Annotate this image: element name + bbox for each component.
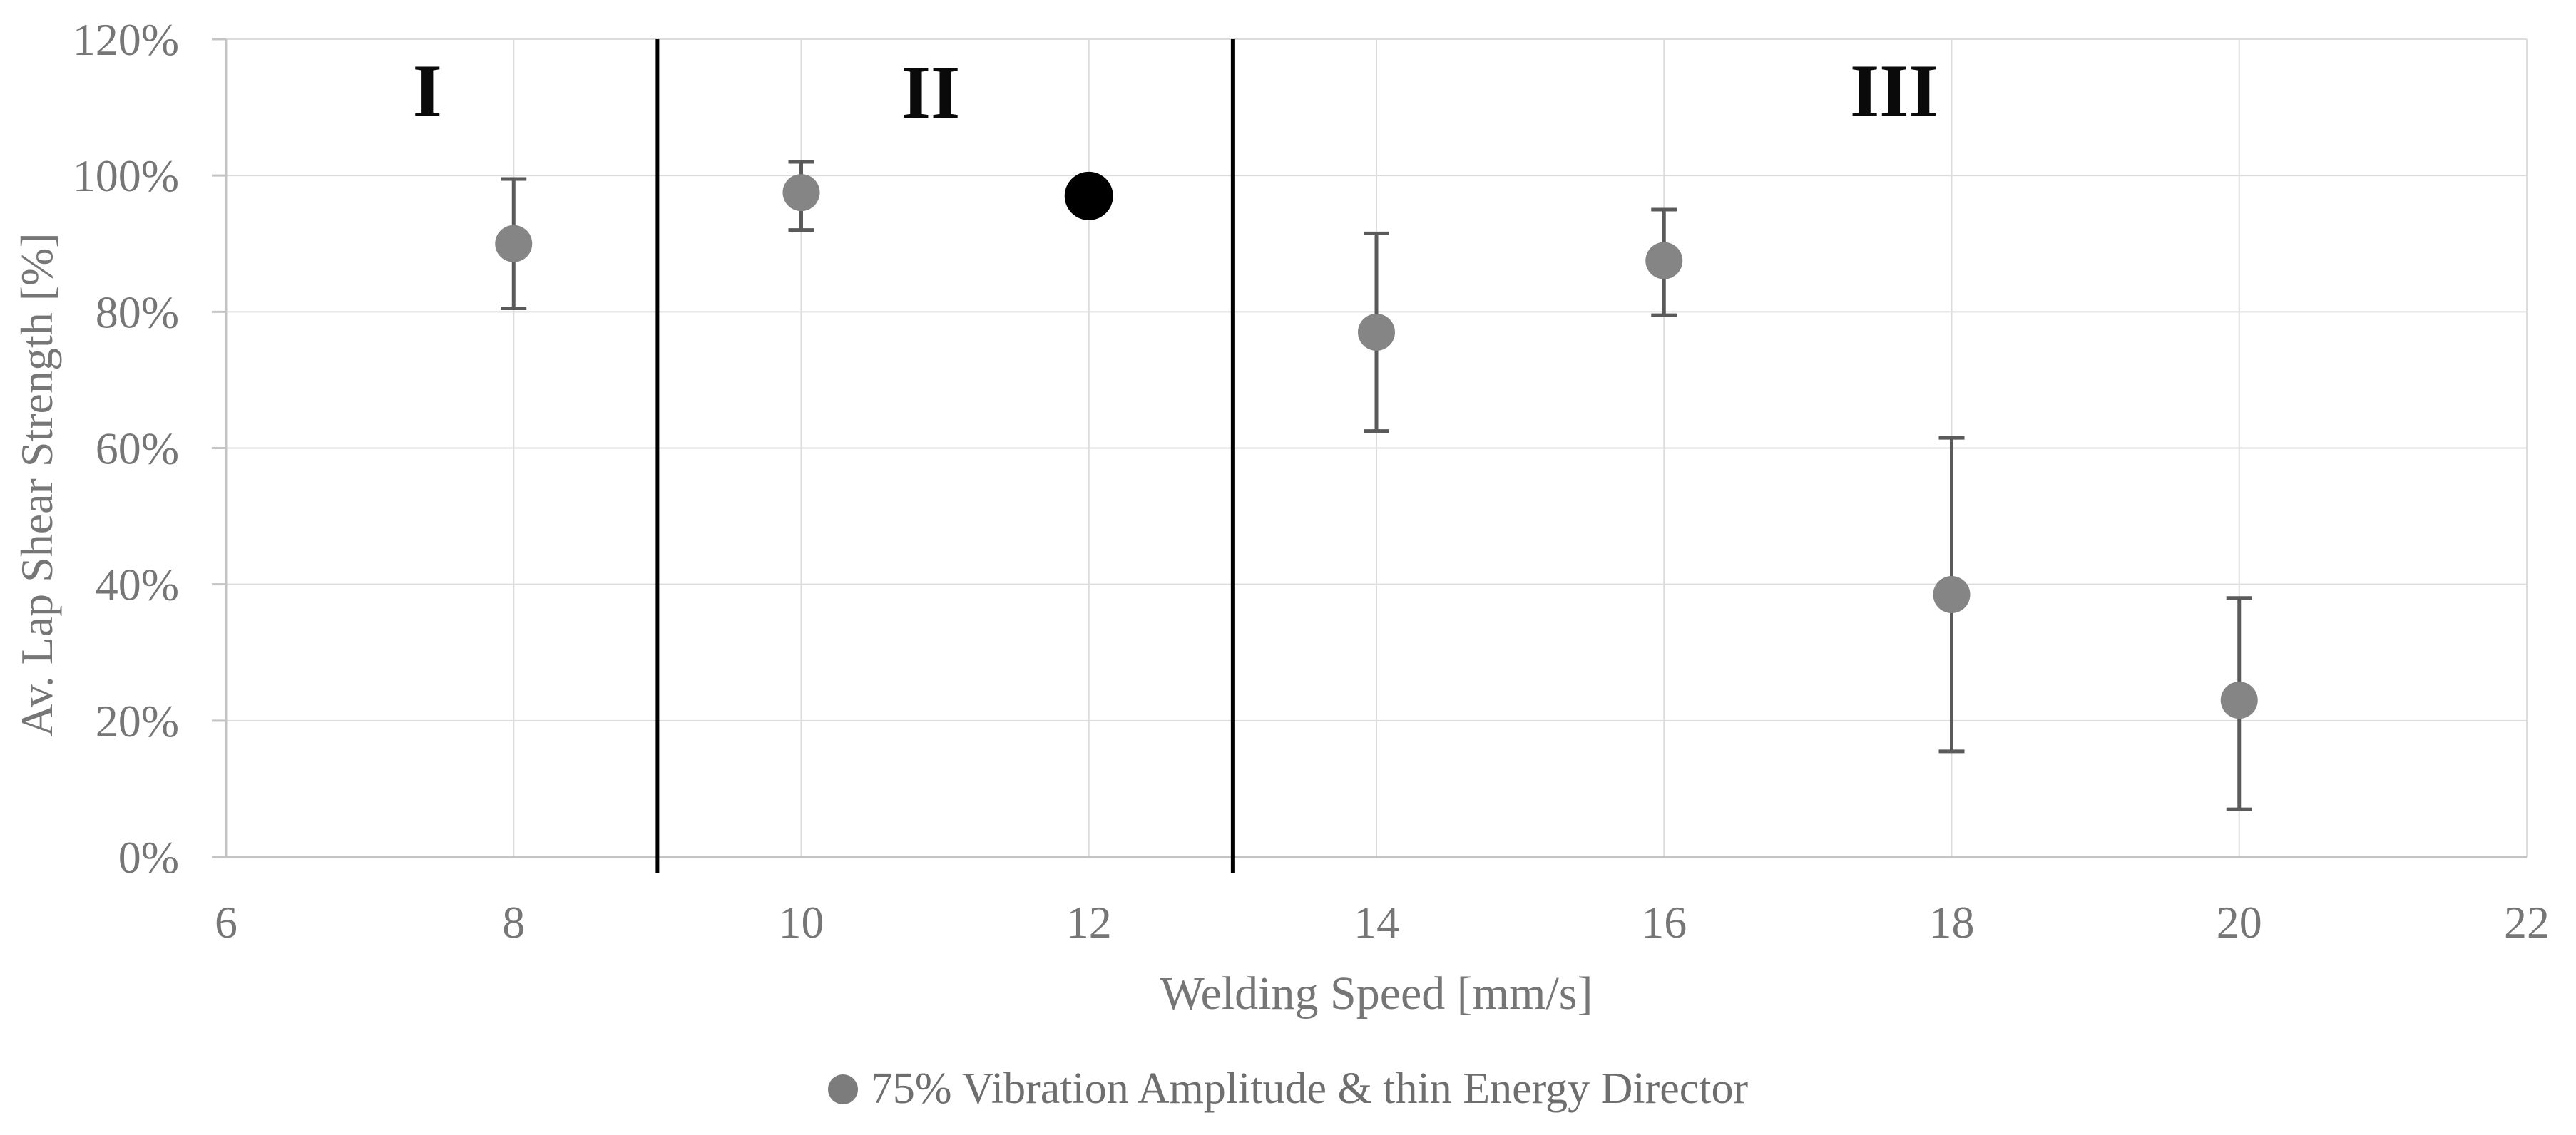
region-label-iii: III	[1849, 48, 1938, 133]
x-axis-title: Welding Speed [mm/s]	[1160, 967, 1593, 1020]
y-tick-label: 0%	[118, 832, 179, 883]
y-tick-label: 40%	[96, 560, 179, 610]
x-tick-label: 18	[1929, 897, 1975, 947]
y-tick-label: 80%	[96, 287, 179, 337]
data-point	[1064, 171, 1113, 220]
y-tick-label: 100%	[73, 150, 179, 201]
legend-series-label: 75% Vibration Amplitude & thin Energy Di…	[870, 1064, 1749, 1113]
y-tick-label: 20%	[96, 696, 179, 746]
x-tick-label: 12	[1066, 897, 1112, 947]
region-label-ii: II	[901, 50, 961, 134]
data-point	[2220, 682, 2258, 719]
x-tick-label: 6	[215, 897, 237, 947]
x-tick-label: 22	[2504, 897, 2550, 947]
y-tick-label: 60%	[96, 423, 179, 474]
data-point	[782, 174, 820, 212]
x-tick-label: 16	[1641, 897, 1687, 947]
y-tick-label: 120%	[73, 14, 179, 65]
data-point	[1358, 314, 1395, 351]
data-point	[1933, 576, 1971, 614]
data-point	[495, 225, 533, 262]
x-tick-label: 20	[2217, 897, 2262, 947]
data-point	[1645, 242, 1683, 279]
y-axis-title: Av. Lap Shear Strength [%]	[11, 232, 62, 737]
x-tick-label: 8	[502, 897, 525, 947]
legend-marker-dot-icon	[827, 1074, 858, 1104]
x-tick-label: 14	[1354, 897, 1399, 947]
region-label-i: I	[412, 48, 442, 133]
x-tick-label: 10	[779, 897, 824, 947]
legend: 75% Vibration Amplitude & thin Energy Di…	[0, 1064, 2576, 1114]
